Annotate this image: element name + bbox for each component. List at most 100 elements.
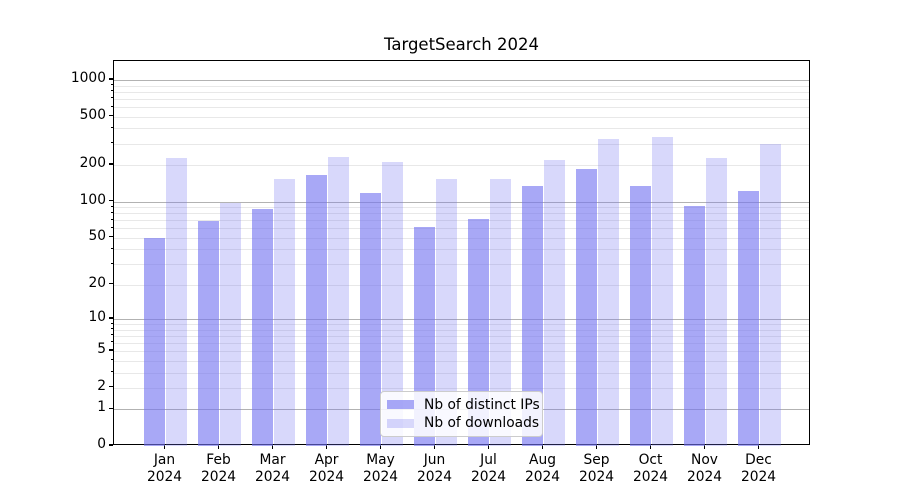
y-tick-mark bbox=[108, 444, 113, 446]
x-tick-label: Aug 2024 bbox=[524, 452, 561, 485]
y-tick-mark bbox=[108, 317, 113, 319]
gridline-minor bbox=[114, 91, 809, 93]
bar-feb-downloads bbox=[220, 203, 241, 446]
bar-mar-ips bbox=[252, 209, 273, 446]
y-minor-tick-mark bbox=[110, 262, 113, 264]
x-tick-label: Mar 2024 bbox=[254, 452, 291, 485]
legend-label-downloads: Nb of downloads bbox=[424, 415, 540, 432]
x-tick-mark bbox=[433, 445, 436, 449]
y-minor-tick-mark bbox=[110, 334, 113, 336]
y-minor-tick-mark bbox=[110, 97, 113, 99]
y-minor-tick-mark bbox=[110, 142, 113, 144]
gridline-major bbox=[114, 201, 809, 203]
legend: Nb of distinct IPs Nb of downloads bbox=[380, 391, 543, 437]
x-tick-label: Nov 2024 bbox=[686, 452, 723, 485]
chart-title: TargetSearch 2024 bbox=[384, 35, 539, 54]
bar-oct-ips bbox=[630, 186, 651, 446]
gridline-minor bbox=[114, 207, 809, 209]
gridline-minor bbox=[114, 213, 809, 215]
y-minor-tick-mark bbox=[110, 126, 113, 128]
bar-jan-downloads bbox=[166, 158, 187, 446]
gridline-minor bbox=[114, 284, 809, 286]
y-tick-mark bbox=[108, 199, 113, 202]
gridline-minor bbox=[114, 264, 809, 266]
y-tick-label: 0 bbox=[97, 436, 106, 452]
x-tick-mark bbox=[379, 445, 382, 449]
y-minor-tick-mark bbox=[110, 115, 113, 117]
legend-label-distinct-ips: Nb of distinct IPs bbox=[424, 396, 540, 413]
gridline-major bbox=[114, 318, 809, 320]
x-tick-label: Jun 2024 bbox=[416, 452, 453, 485]
gridline-minor bbox=[114, 85, 809, 87]
bar-apr-downloads bbox=[328, 156, 349, 446]
gridline-minor bbox=[114, 249, 809, 251]
legend-item-distinct-ips: Nb of distinct IPs bbox=[387, 397, 540, 413]
gridline-minor bbox=[114, 237, 809, 239]
gridline-minor bbox=[114, 228, 809, 230]
x-tick-label: May 2024 bbox=[362, 452, 399, 485]
y-tick-label: 1000 bbox=[70, 70, 106, 86]
y-minor-tick-mark bbox=[110, 84, 113, 86]
y-minor-tick-mark bbox=[110, 386, 113, 388]
legend-item-downloads: Nb of downloads bbox=[387, 415, 540, 432]
bar-sep-downloads bbox=[598, 138, 619, 446]
y-minor-tick-mark bbox=[110, 322, 113, 324]
gridline-minor bbox=[114, 372, 809, 374]
legend-swatch-distinct-ips bbox=[387, 399, 414, 410]
gridline-minor bbox=[114, 351, 809, 353]
y-minor-tick-mark bbox=[110, 247, 113, 249]
x-tick-mark bbox=[649, 445, 652, 449]
bar-sep-ips bbox=[576, 169, 597, 446]
y-minor-tick-mark bbox=[110, 349, 113, 351]
x-tick-mark bbox=[541, 445, 544, 449]
y-tick-mark bbox=[108, 78, 113, 80]
legend-swatch-downloads bbox=[387, 418, 414, 429]
bar-aug-ips bbox=[522, 186, 543, 446]
x-tick-mark bbox=[217, 445, 220, 449]
x-tick-label: Jan 2024 bbox=[146, 452, 183, 485]
gridline-minor bbox=[114, 360, 809, 362]
y-minor-tick-mark bbox=[110, 105, 113, 107]
bar-nov-ips bbox=[684, 205, 705, 446]
x-tick-label: Apr 2024 bbox=[308, 452, 345, 485]
y-minor-tick-mark bbox=[110, 359, 113, 361]
gridline-minor bbox=[114, 128, 809, 130]
y-tick-label: 20 bbox=[88, 274, 106, 291]
x-tick-label: Oct 2024 bbox=[632, 452, 669, 485]
bar-aug-downloads bbox=[544, 159, 565, 446]
x-tick-mark bbox=[163, 445, 166, 449]
y-minor-tick-mark bbox=[110, 226, 113, 228]
bar-may-ips bbox=[360, 192, 381, 446]
y-tick-label: 5 bbox=[97, 341, 106, 358]
gridline-minor bbox=[114, 335, 809, 337]
y-minor-tick-mark bbox=[110, 90, 113, 92]
bar-dec-ips bbox=[738, 191, 759, 446]
x-tick-mark bbox=[487, 445, 490, 449]
x-tick-mark bbox=[595, 445, 598, 449]
bar-jan-ips bbox=[144, 237, 165, 446]
bar-mar-downloads bbox=[274, 178, 295, 446]
gridline-major bbox=[114, 80, 809, 81]
gridline-minor bbox=[114, 220, 809, 222]
bar-apr-ips bbox=[306, 175, 327, 446]
bar-jul-downloads bbox=[490, 178, 511, 446]
y-minor-tick-mark bbox=[110, 211, 113, 213]
x-tick-label: Jul 2024 bbox=[470, 452, 507, 485]
plot-area bbox=[113, 60, 810, 446]
y-minor-tick-mark bbox=[110, 283, 113, 285]
bar-oct-downloads bbox=[652, 137, 673, 446]
bar-jun-downloads bbox=[436, 178, 457, 446]
gridline-minor bbox=[114, 342, 809, 344]
y-minor-tick-mark bbox=[110, 341, 113, 343]
gridline-minor bbox=[114, 387, 809, 389]
y-tick-label: 500 bbox=[79, 106, 106, 123]
y-minor-tick-mark bbox=[110, 236, 113, 238]
gridline-minor bbox=[114, 324, 809, 326]
y-tick-mark bbox=[108, 407, 113, 409]
x-tick-label: Dec 2024 bbox=[740, 452, 777, 485]
gridline-minor bbox=[114, 98, 809, 100]
x-tick-label: Feb 2024 bbox=[200, 452, 237, 485]
y-minor-tick-mark bbox=[110, 371, 113, 373]
y-tick-label: 2 bbox=[97, 377, 106, 394]
x-tick-mark bbox=[757, 445, 760, 449]
